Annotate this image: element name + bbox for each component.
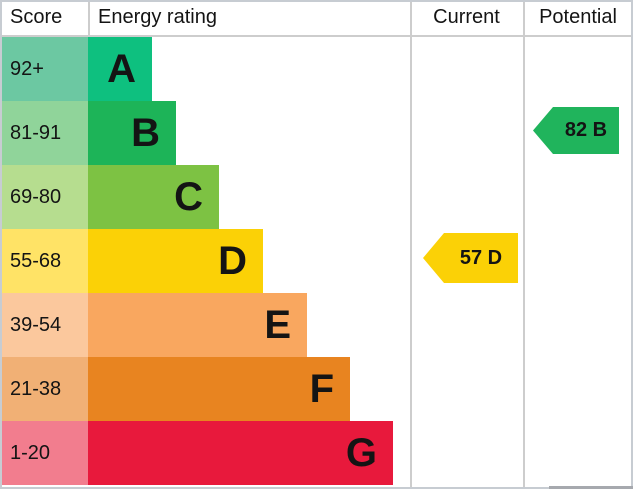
band-letter: D bbox=[218, 239, 247, 283]
potential-rating-arrow: 82 B bbox=[533, 107, 619, 154]
band-letter: C bbox=[174, 175, 203, 219]
score-cell-b: 81-91 bbox=[0, 101, 88, 165]
score-range-label: 81-91 bbox=[10, 121, 62, 144]
band-rows: 92+ A 81-91 B 69-80 C 55-68 D 39-54 E 21… bbox=[0, 37, 633, 485]
current-rating-label: 57 D bbox=[459, 246, 503, 269]
band-row-a: 92+ A bbox=[0, 37, 633, 101]
score-cell-f: 21-38 bbox=[0, 357, 88, 421]
score-cell-c: 69-80 bbox=[0, 165, 88, 229]
energy-bar-c: C bbox=[88, 165, 219, 229]
energy-bar-e: E bbox=[88, 293, 307, 357]
chart-header: Score Energy rating Current Potential bbox=[0, 0, 633, 37]
band-letter: B bbox=[131, 111, 160, 155]
score-column-header: Score bbox=[10, 6, 63, 28]
score-range-label: 39-54 bbox=[10, 313, 62, 336]
score-range-label: 69-80 bbox=[10, 185, 62, 208]
potential-column-header: Potential bbox=[539, 6, 617, 28]
band-row-g: 1-20 G bbox=[0, 421, 633, 485]
energy-bar-f: F bbox=[88, 357, 350, 421]
band-letter: G bbox=[345, 431, 377, 475]
score-cell-g: 1-20 bbox=[0, 421, 88, 485]
band-row-c: 69-80 C bbox=[0, 165, 633, 229]
current-column-header: Current bbox=[433, 6, 500, 28]
score-range-label: 55-68 bbox=[10, 249, 62, 272]
energy-bar-a: A bbox=[88, 37, 152, 101]
header-divider bbox=[88, 0, 90, 35]
energy-bar-b: B bbox=[88, 101, 176, 165]
band-row-b: 81-91 B bbox=[0, 101, 633, 165]
energy-bar-d: D bbox=[88, 229, 263, 293]
score-range-label: 92+ bbox=[10, 57, 44, 80]
band-row-e: 39-54 E bbox=[0, 293, 633, 357]
score-cell-e: 39-54 bbox=[0, 293, 88, 357]
current-column-divider bbox=[410, 0, 412, 487]
band-letter: A bbox=[107, 47, 136, 91]
score-cell-d: 55-68 bbox=[0, 229, 88, 293]
current-rating-arrow: 57 D bbox=[423, 233, 518, 283]
potential-rating-label: 82 B bbox=[564, 119, 608, 141]
potential-column-divider bbox=[523, 0, 525, 487]
band-letter: F bbox=[309, 367, 334, 411]
score-cell-a: 92+ bbox=[0, 37, 88, 101]
band-letter: E bbox=[264, 303, 291, 347]
energy-bar-g: G bbox=[88, 421, 393, 485]
score-range-label: 21-38 bbox=[10, 377, 62, 400]
band-row-d: 55-68 D bbox=[0, 229, 633, 293]
band-row-f: 21-38 F bbox=[0, 357, 633, 421]
energy-rating-column-header: Energy rating bbox=[98, 6, 217, 28]
score-range-label: 1-20 bbox=[10, 441, 51, 464]
